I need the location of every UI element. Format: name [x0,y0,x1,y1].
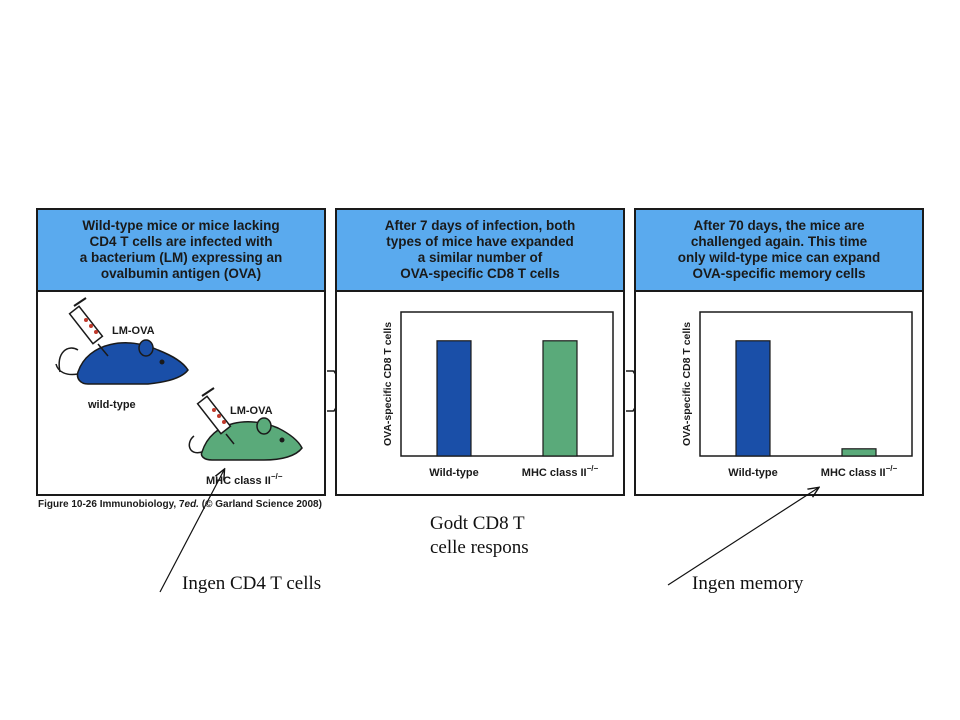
arrow-to-knockout-mouse [159,470,224,593]
title-line: After 70 days, the mice are [693,218,865,233]
caption-prefix: Figure 10-26 Immunobiology, 7 [38,499,185,510]
bar-mhc-class-ii [841,448,877,457]
title-line: CD4 T cells are infected with [89,234,273,249]
title-line: OVA-specific memory cells [692,266,866,281]
panel-day7: After 7 days of infection, both types of… [335,208,625,496]
title-line: Wild-type mice or mice lacking [82,218,280,233]
annotation-line: Godt CD8 T [430,513,525,534]
title-line: a similar number of [417,250,543,265]
title-line: ovalbumin antigen (OVA) [100,266,262,281]
plot-frame [400,311,614,457]
x-tick-label: MHC class II−/− [522,464,599,479]
annotation-no-cd4: Ingen CD4 T cells [182,573,322,594]
caption-suffix: (© Garland Science 2008) [198,499,322,510]
chart-day70: OVA-specific CD8 T cells Wild-type MHC cla… [681,311,913,479]
plot-frame [699,311,913,457]
title-line: a bacterium (LM) expressing an [79,250,283,265]
annotation-line: celle respons [430,537,529,558]
x-tick-label: MHC class II−/− [821,464,898,479]
y-axis-label: OVA-specific CD8 T cells [681,322,693,446]
syringe-label: LM-OVA [230,405,273,417]
title-line: types of mice have expanded [386,234,574,249]
title-line: only wild-type mice can expand [677,250,881,265]
panel-day70-header: After 70 days, the mice are challenged a… [636,210,922,292]
y-axis-label: OVA-specific CD8 T cells [382,322,394,446]
bar-wild-type [735,340,771,457]
title-line: After 7 days of infection, both [384,218,576,233]
x-tick-label: Wild-type [728,467,777,479]
bar-mhc-class-ii [542,340,578,457]
panel-day70-title: After 70 days, the mice are challenged a… [678,218,881,282]
panel-infection: Wild-type mice or mice lacking CD4 T cel… [36,208,326,496]
annotation-no-memory: Ingen memory [692,573,804,594]
panel-infection-title: Wild-type mice or mice lacking CD4 T cel… [80,218,283,282]
panel-day70: After 70 days, the mice are challenged a… [634,208,924,496]
panel-day7-title: After 7 days of infection, both types of… [385,218,576,282]
knockout-mouse-icon [188,417,303,461]
x-tick-label: Wild-type [429,467,478,479]
mice-illustration: LM-OVA wild-type LM-OVA MHC class II−/− [55,297,303,487]
syringe-icon [196,387,235,445]
chart-day7: OVA-specific CD8 T cells Wild-type MHC cla… [382,311,614,479]
syringe-icon [68,297,109,357]
figure-caption: Figure 10-26 Immunobiology, 7ed. (© Garl… [38,499,322,510]
title-line: challenged again. This time [690,234,868,249]
caption-ed: ed. [184,499,199,510]
panel-infection-header: Wild-type mice or mice lacking CD4 T cel… [38,210,324,292]
bar-wild-type [436,340,472,457]
title-line: OVA-specific CD8 T cells [400,266,560,281]
wild-type-label: wild-type [87,399,136,411]
annotation-good-response: Godt CD8 T celle respons [430,512,529,560]
panel-day7-header: After 7 days of infection, both types of… [337,210,623,292]
arrow-to-memory-bar [667,488,818,586]
syringe-label: LM-OVA [112,325,155,337]
